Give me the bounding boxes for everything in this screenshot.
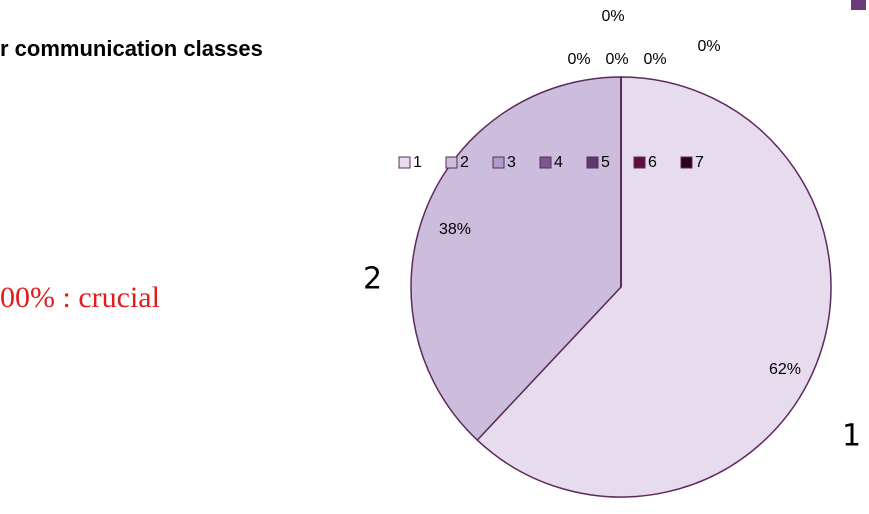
decoration [851, 0, 866, 10]
pie-slice [476, 76, 832, 498]
annotation: 1 [842, 419, 861, 454]
chart-title: r communication classes [0, 36, 263, 61]
legend-label: 4 [554, 154, 563, 171]
legend-label: 1 [413, 154, 422, 171]
legend-swatch [492, 156, 505, 169]
pie-slice [410, 76, 622, 442]
annotation: 00% : crucial [0, 281, 160, 314]
data-label: 0% [697, 38, 720, 55]
legend-swatch [586, 156, 599, 169]
legend-label: 3 [507, 154, 516, 171]
data-label: 62% [769, 361, 801, 378]
legend-swatch [445, 156, 458, 169]
annotation: 2 [363, 262, 382, 297]
legend-label: 7 [695, 154, 704, 171]
legend-label: 6 [648, 154, 657, 171]
legend-swatch [539, 156, 552, 169]
data-label: 0% [601, 8, 624, 25]
legend-swatch [680, 156, 693, 169]
legend-label: 2 [460, 154, 469, 171]
data-label: 0% [567, 51, 590, 68]
legend-swatch [633, 156, 646, 169]
data-label: 38% [439, 221, 471, 238]
legend-label: 5 [601, 154, 610, 171]
data-label: 0% [643, 51, 666, 68]
data-label: 0% [605, 51, 628, 68]
legend-swatch [398, 156, 411, 169]
